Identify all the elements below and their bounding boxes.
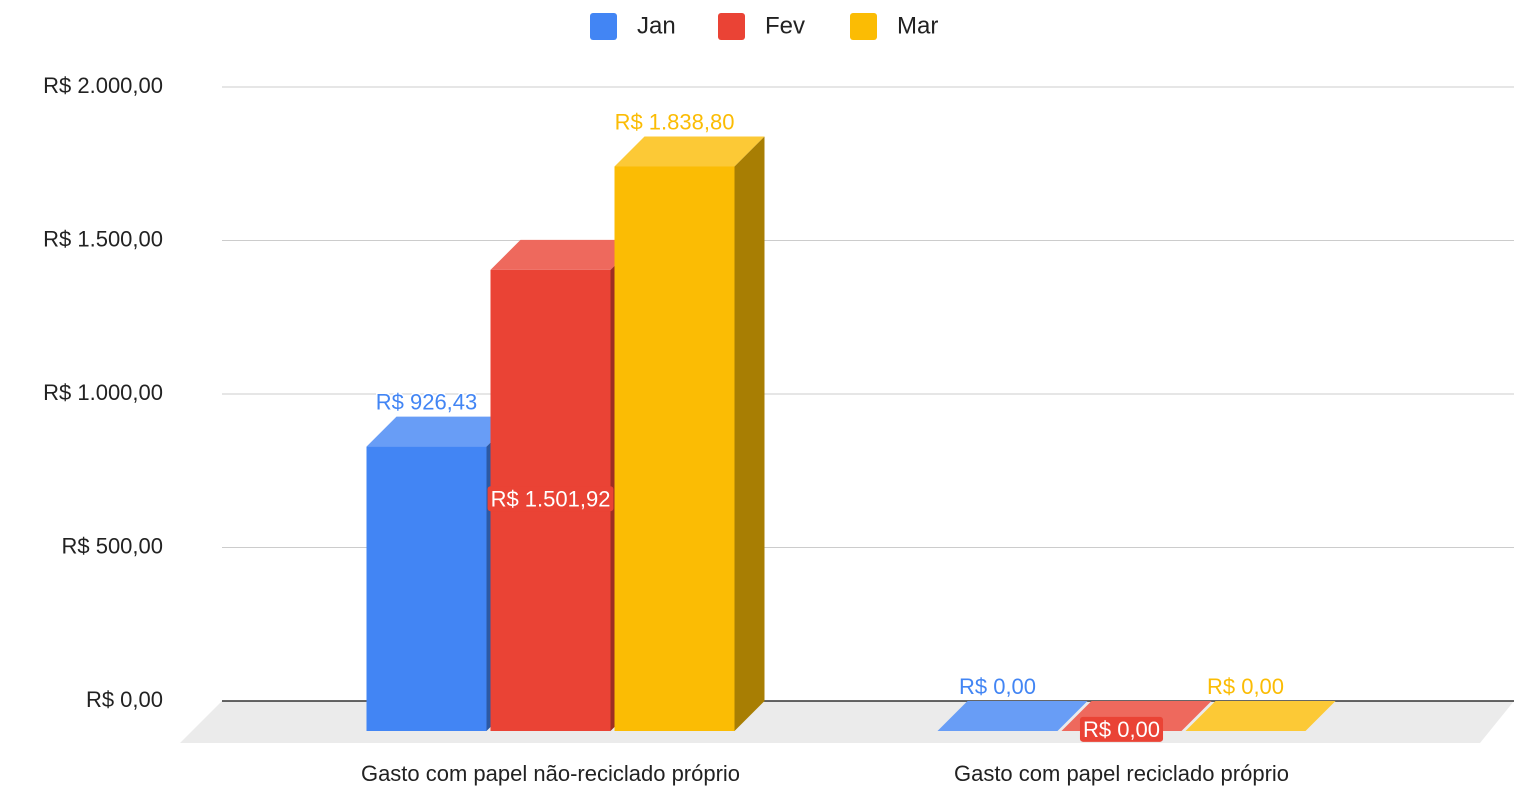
bar-top — [614, 136, 765, 167]
bar-side — [734, 136, 765, 731]
value-label: R$ 926,43 — [376, 389, 478, 414]
bar — [614, 136, 765, 731]
legend-label: Jan — [637, 12, 676, 39]
x-tick-label: Gasto com papel reciclado próprio — [954, 761, 1289, 786]
legend-swatch — [590, 13, 617, 40]
y-tick-label: R$ 1.500,00 — [43, 226, 163, 251]
bar — [937, 701, 1088, 731]
bar-top — [366, 416, 517, 447]
value-label: R$ 0,00 — [1083, 717, 1160, 742]
y-tick-label: R$ 0,00 — [86, 687, 163, 712]
legend-swatch — [718, 13, 745, 40]
value-label: R$ 1.838,80 — [615, 109, 735, 134]
y-tick-label: R$ 500,00 — [61, 533, 163, 558]
value-label: R$ 1.501,92 — [491, 486, 611, 511]
y-tick-label: R$ 1.000,00 — [43, 380, 163, 405]
bar-front — [614, 166, 735, 731]
legend-label: Mar — [897, 12, 938, 39]
bar — [1185, 701, 1336, 731]
value-label-bg — [487, 486, 614, 512]
bar-top — [1185, 701, 1336, 731]
bar-top — [490, 239, 641, 270]
value-label: R$ 0,00 — [959, 674, 1036, 699]
x-tick-label: Gasto com papel não-reciclado próprio — [361, 761, 740, 786]
value-label-bg — [1079, 716, 1164, 742]
bar-front — [366, 446, 487, 731]
legend-swatch — [850, 13, 877, 40]
value-label: R$ 0,00 — [1207, 674, 1284, 699]
bar-top — [937, 701, 1088, 731]
legend-label: Fev — [765, 12, 805, 39]
y-tick-label: R$ 2.000,00 — [43, 73, 163, 98]
